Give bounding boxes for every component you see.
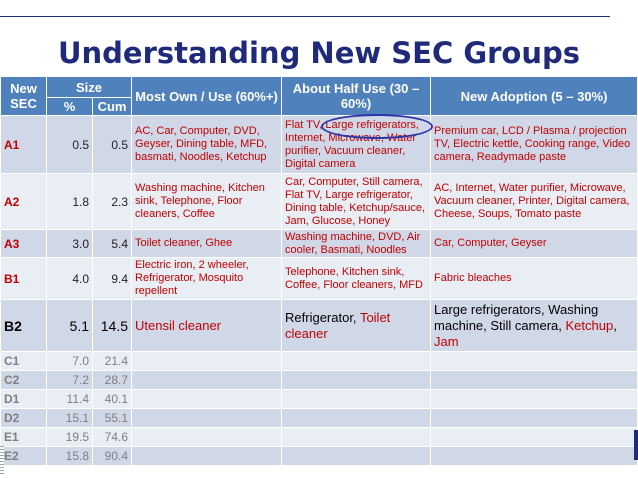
size-cum: 55.1 <box>91 408 133 428</box>
size-cum: 74.6 <box>91 427 133 447</box>
empty-cell <box>430 446 638 466</box>
size-pct: 0.5 <box>46 115 93 174</box>
slide-title: Understanding New SEC Groups <box>57 36 581 70</box>
new-adoption-cell: AC, Internet, Water purifier, Microwave,… <box>430 173 638 230</box>
sec-code: B2 <box>0 299 47 352</box>
empty-cell <box>131 408 283 428</box>
empty-cell <box>131 446 283 466</box>
table-row: C1 7.0 21.4 <box>0 351 638 371</box>
sec-table: New SEC Size Most Own / Use (60%+) About… <box>0 76 638 466</box>
empty-cell <box>281 427 432 447</box>
table-row: A3 3.0 5.4 Toilet cleaner, Ghee Washing … <box>0 229 638 258</box>
empty-cell <box>430 370 638 390</box>
sec-code: E2 <box>0 446 47 466</box>
size-pct: 3.0 <box>46 229 93 258</box>
new-adoption-cell: Car, Computer, Geyser <box>430 229 638 258</box>
size-cum: 28.7 <box>91 370 133 390</box>
empty-cell <box>430 408 638 428</box>
sec-code: A3 <box>0 229 47 258</box>
most-own-cell: Utensil cleaner <box>131 299 283 352</box>
table-row: A2 1.8 2.3 Washing machine, Kitchen sink… <box>0 173 638 230</box>
size-pct: 7.2 <box>46 370 93 390</box>
sec-code: C1 <box>0 351 47 371</box>
size-pct: 11.4 <box>46 389 93 409</box>
table-row: D1 11.4 40.1 <box>0 389 638 409</box>
new-adoption-highlight: Ketchup <box>565 317 614 333</box>
table-row: D2 15.1 55.1 <box>0 408 638 428</box>
most-own-cell: Washing machine, Kitchen sink, Telephone… <box>131 173 283 230</box>
about-half-cell: Washing machine, DVD, Air cooler, Basmat… <box>281 229 432 258</box>
header-pct: % <box>46 97 93 116</box>
size-cum: 90.4 <box>91 446 133 466</box>
size-cum: 40.1 <box>91 389 133 409</box>
sec-code: C2 <box>0 370 47 390</box>
size-cum: 5.4 <box>91 229 133 258</box>
header-new-adoption: New Adoption (5 – 30%) <box>430 76 638 116</box>
size-pct: 1.8 <box>46 173 93 230</box>
new-adoption-highlight: Jam <box>434 333 459 349</box>
empty-cell <box>430 427 638 447</box>
empty-cell <box>131 370 283 390</box>
most-own-cell: Toilet cleaner, Ghee <box>131 229 283 258</box>
header-size: Size <box>45 76 133 98</box>
empty-cell <box>430 351 638 371</box>
most-own-cell: Electric iron, 2 wheeler, Refrigerator, … <box>131 257 283 300</box>
table-row: C2 7.2 28.7 <box>0 370 638 390</box>
sec-code: B1 <box>0 257 47 300</box>
empty-cell <box>281 351 432 371</box>
size-pct: 15.8 <box>46 446 93 466</box>
top-rule <box>0 16 610 17</box>
sec-code: D1 <box>0 389 47 409</box>
new-adoption-cell: Fabric bleaches <box>430 257 638 300</box>
about-half-cell: Telephone, Kitchen sink, Coffee, Floor c… <box>281 257 432 300</box>
sec-code: E1 <box>0 427 47 447</box>
slide-edge-bar <box>634 430 638 460</box>
sec-code: A2 <box>0 173 47 230</box>
header-most-own: Most Own / Use (60%+) <box>131 76 283 116</box>
size-pct: 7.0 <box>46 351 93 371</box>
about-half-cell: Car, Computer, Still camera, Flat TV, La… <box>281 173 432 230</box>
size-cum: 2.3 <box>91 173 133 230</box>
table-row: A1 0.5 0.5 AC, Car, Computer, DVD, Geyse… <box>0 115 638 174</box>
size-cum: 21.4 <box>91 351 133 371</box>
empty-cell <box>131 351 283 371</box>
table-row: B1 4.0 9.4 Electric iron, 2 wheeler, Ref… <box>0 257 638 300</box>
new-adoption-text: Large refrigerators, Washing machine, St… <box>434 301 599 333</box>
new-adoption-cell: Premium car, LCD / Plasma / projection T… <box>430 115 638 174</box>
empty-cell <box>281 446 432 466</box>
empty-cell <box>281 389 432 409</box>
size-pct: 15.1 <box>46 408 93 428</box>
empty-cell <box>131 427 283 447</box>
about-half-cell: Refrigerator, Toilet cleaner <box>281 299 432 352</box>
size-cum: 9.4 <box>91 257 133 300</box>
empty-cell <box>131 389 283 409</box>
empty-cell <box>281 370 432 390</box>
new-adoption-cell: Large refrigerators, Washing machine, St… <box>430 299 638 352</box>
table-row: E1 19.5 74.6 <box>0 427 638 447</box>
size-pct: 4.0 <box>46 257 93 300</box>
slide-edge-mark <box>0 446 4 476</box>
size-cum: 0.5 <box>91 115 133 174</box>
header-cum: Cum <box>91 97 133 116</box>
most-own-cell: AC, Car, Computer, DVD, Geyser, Dining t… <box>131 115 283 174</box>
about-half-text: Refrigerator, <box>285 309 360 325</box>
size-cum: 14.5 <box>91 299 133 352</box>
table-row: E2 15.8 90.4 <box>0 446 638 466</box>
size-pct: 5.1 <box>46 299 93 352</box>
size-pct: 19.5 <box>46 427 93 447</box>
empty-cell <box>430 389 638 409</box>
empty-cell <box>281 408 432 428</box>
header-new-sec: New SEC <box>0 76 47 116</box>
sec-code: A1 <box>0 115 47 174</box>
about-half-highlight: Toilet cleaner <box>285 309 391 341</box>
table-row: B2 5.1 14.5 Utensil cleaner Refrigerator… <box>0 299 638 352</box>
about-half-cell: Flat TV, Large refrigerators, Internet, … <box>281 115 432 174</box>
separator: , <box>613 317 617 333</box>
header-about-half: About Half Use (30 – 60%) <box>281 76 432 116</box>
sec-code: D2 <box>0 408 47 428</box>
